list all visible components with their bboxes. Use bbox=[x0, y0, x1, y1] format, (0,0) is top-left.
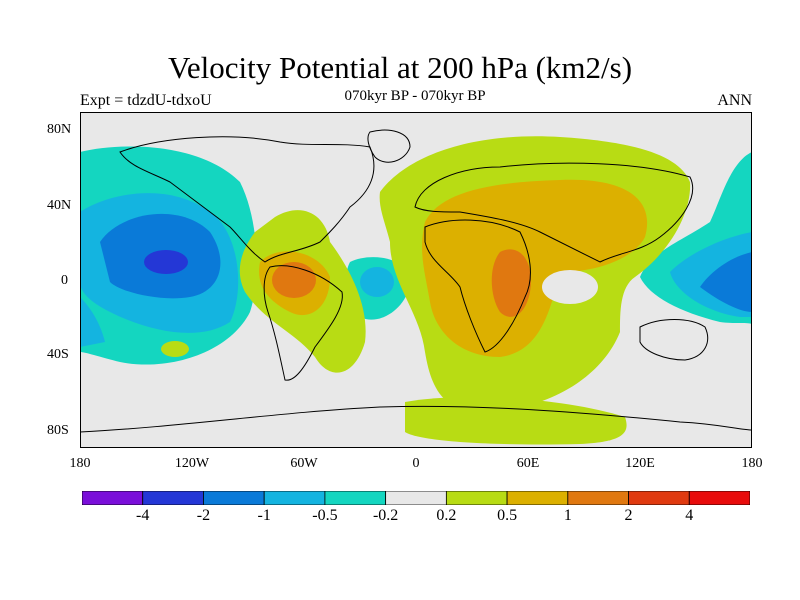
lat-label-80n: 80N bbox=[47, 122, 72, 137]
colorbar-swatch bbox=[385, 490, 447, 506]
colorbar-swatch bbox=[324, 490, 387, 506]
lat-label-40s: 40S bbox=[47, 347, 69, 362]
experiment-label: Expt = tdzdU-tdxoU bbox=[80, 92, 212, 109]
lon-label-60e: 60E bbox=[516, 456, 540, 471]
colorbar-tick-label: -4 bbox=[136, 507, 150, 524]
contour-pacific-negative bbox=[80, 146, 257, 365]
lon-label-180-right: 180 bbox=[741, 456, 763, 471]
lat-label-0: 0 bbox=[61, 273, 68, 288]
colorbar-swatch bbox=[628, 490, 690, 506]
colorbar bbox=[81, 490, 751, 506]
colorbar-tick-label: -2 bbox=[196, 507, 211, 524]
contour-africa-eurasia-positive bbox=[379, 136, 691, 445]
australia-coast bbox=[639, 319, 709, 361]
lon-label-120e: 120E bbox=[625, 456, 655, 471]
colorbar-tick-label: -0.2 bbox=[372, 507, 399, 524]
colorbar-swatch bbox=[688, 490, 751, 506]
colorbar-swatches bbox=[81, 490, 751, 506]
africa-coast bbox=[424, 219, 531, 353]
lon-label-60w: 60W bbox=[290, 456, 318, 471]
colorbar-swatch bbox=[81, 490, 144, 506]
lon-label-180-left: 180 bbox=[69, 456, 91, 471]
antarctica-coast bbox=[80, 405, 752, 433]
north-america-coast bbox=[119, 136, 375, 263]
colorbar-swatch bbox=[142, 490, 204, 506]
colorbar-swatch bbox=[263, 490, 326, 506]
colorbar-tick-label: 2 bbox=[624, 507, 633, 524]
colorbar-tick-label: -1 bbox=[257, 507, 271, 524]
lat-label-40n: 40N bbox=[47, 198, 72, 213]
greenland-coast bbox=[367, 129, 411, 163]
lon-label-0: 0 bbox=[412, 456, 420, 471]
map-plot-area bbox=[80, 112, 752, 448]
velocity-potential-map bbox=[80, 112, 752, 448]
eurasia-coast bbox=[414, 162, 694, 263]
colorbar-tick-label: 4 bbox=[685, 507, 694, 524]
colorbar-swatch bbox=[203, 490, 265, 506]
coastlines bbox=[80, 129, 752, 433]
contour-westpacific-negative bbox=[640, 152, 752, 324]
colorbar-swatch bbox=[567, 490, 629, 506]
lat-label-80s: 80S bbox=[47, 423, 69, 438]
colorbar-swatch bbox=[506, 490, 569, 506]
lon-label-120w: 120W bbox=[174, 456, 210, 471]
colorbar-tick-label: 0.2 bbox=[436, 507, 457, 524]
map-subtitle: 070kyr BP - 070kyr BP bbox=[344, 88, 486, 104]
map-border bbox=[80, 112, 752, 448]
map-title: Velocity Potential at 200 hPa (km2/s) bbox=[167, 50, 633, 85]
colorbar-swatch bbox=[445, 490, 508, 506]
south-america-coast bbox=[263, 265, 343, 381]
colorbar-tick-label: 1 bbox=[563, 507, 572, 524]
season-label: ANN bbox=[717, 92, 752, 109]
colorbar-tick-label: -0.5 bbox=[312, 507, 338, 524]
contour-southamerica-positive bbox=[239, 210, 366, 373]
colorbar-tick-label: 0.5 bbox=[497, 507, 518, 524]
